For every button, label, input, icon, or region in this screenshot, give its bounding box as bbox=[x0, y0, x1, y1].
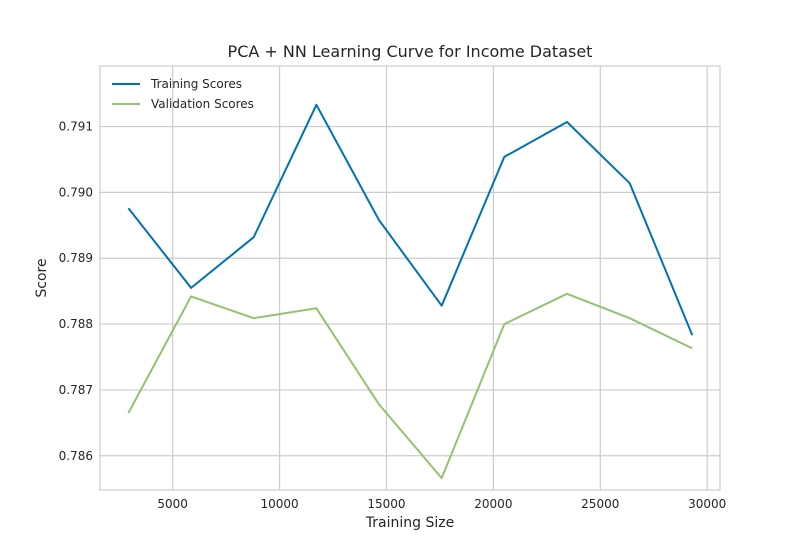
training-score-point bbox=[503, 156, 505, 158]
validation-score-point bbox=[566, 293, 568, 295]
legend-label-validation: Validation Scores bbox=[151, 97, 254, 111]
tick-labels: 5000 10000 15000 20000 25000 30000 0.786 0.787 0… bbox=[59, 120, 727, 511]
legend: Training Scores Validation Scores bbox=[112, 77, 254, 111]
x-tick-label: 25000 bbox=[581, 497, 619, 511]
validation-score-point bbox=[253, 317, 255, 319]
x-tick-label: 10000 bbox=[260, 497, 298, 511]
training-score-point bbox=[378, 219, 380, 221]
y-tick-label: 0.790 bbox=[59, 185, 93, 199]
validation-score-point bbox=[315, 307, 317, 309]
validation-score-point bbox=[503, 323, 505, 325]
chart-title: PCA + NN Learning Curve for Income Datas… bbox=[228, 42, 593, 61]
validation-score-point bbox=[691, 347, 693, 349]
legend-label-training: Training Scores bbox=[150, 77, 242, 91]
training-score-point bbox=[127, 207, 129, 209]
y-tick-label: 0.789 bbox=[59, 251, 93, 265]
training-score-point bbox=[629, 182, 631, 184]
training-score-point bbox=[566, 121, 568, 123]
y-tick-label: 0.787 bbox=[59, 383, 93, 397]
training-scores-line bbox=[127, 103, 694, 336]
x-tick-label: 30000 bbox=[688, 497, 726, 511]
training-score-point bbox=[315, 104, 317, 106]
validation-score-point bbox=[190, 295, 192, 297]
y-tick-label: 0.786 bbox=[59, 449, 93, 463]
grid bbox=[100, 66, 720, 490]
validation-score-point bbox=[629, 317, 631, 319]
y-tick-label: 0.791 bbox=[59, 120, 93, 134]
x-axis-title: Training Size bbox=[365, 515, 454, 531]
training-score-point bbox=[691, 334, 693, 336]
y-tick-label: 0.788 bbox=[59, 317, 93, 331]
validation-score-point bbox=[441, 477, 443, 479]
x-tick-label: 15000 bbox=[367, 497, 405, 511]
series-group bbox=[127, 103, 694, 480]
x-tick-label: 20000 bbox=[474, 497, 512, 511]
training-score-point bbox=[441, 305, 443, 307]
training-score-point bbox=[253, 236, 255, 238]
validation-scores-line bbox=[127, 292, 693, 480]
y-axis-title: Score bbox=[34, 258, 50, 297]
plot-frame bbox=[99, 65, 721, 491]
training-score-point bbox=[190, 287, 192, 289]
validation-score-point bbox=[378, 403, 380, 405]
validation-score-point bbox=[127, 412, 129, 414]
x-tick-label: 5000 bbox=[157, 497, 188, 511]
